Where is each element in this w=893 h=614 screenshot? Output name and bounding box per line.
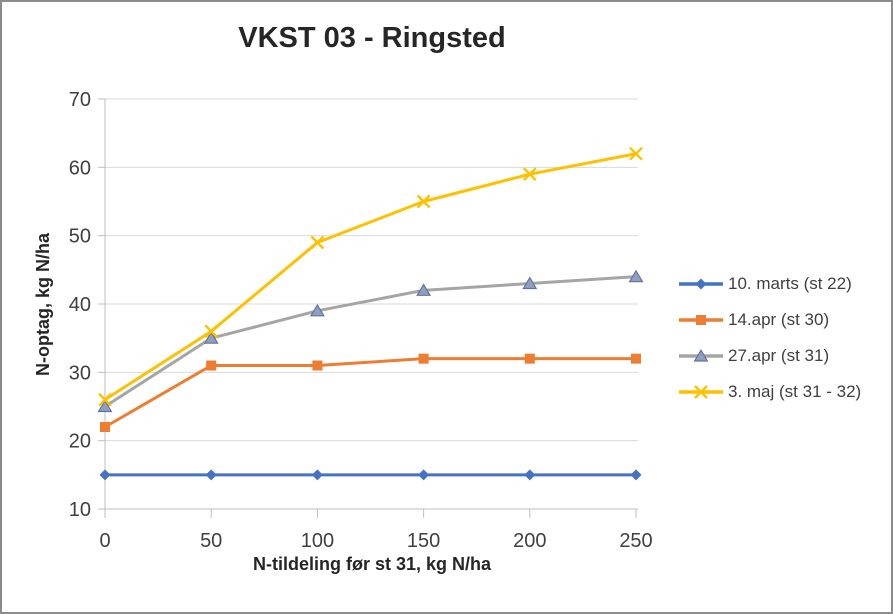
x-tick-label: 0 (99, 530, 110, 552)
x-tick-label: 200 (513, 530, 546, 552)
data-point-marker (630, 469, 642, 481)
data-point-marker (98, 392, 112, 407)
x-tick-label: 150 (407, 530, 440, 552)
x-tick-label: 100 (301, 530, 334, 552)
legend-item: 3. maj (st 31 - 32) (678, 381, 861, 403)
data-point-marker (100, 422, 110, 432)
chart-title: VKST 03 - Ringsted (238, 22, 506, 54)
data-point-marker (310, 235, 325, 250)
y-tick-label: 40 (69, 294, 91, 316)
data-point-marker (204, 324, 219, 339)
legend-swatch-series-2 (679, 315, 723, 325)
data-point-marker (695, 278, 707, 290)
data-point-marker (205, 469, 217, 481)
legend-item: 27.apr (st 31) (678, 345, 861, 367)
legend-label: 10. marts (st 22) (728, 274, 852, 293)
y-tick-label: 70 (69, 89, 91, 111)
y-tick-label: 30 (69, 362, 91, 384)
x-tick-label: 50 (200, 530, 222, 552)
data-point-marker (97, 399, 113, 413)
data-point-marker (311, 469, 323, 481)
y-tick-label: 60 (69, 157, 91, 179)
y-axis-title: N-optag, kg N/ha (32, 232, 53, 376)
legend-item: 14.apr (st 30) (678, 309, 861, 331)
x-tick-label: 250 (619, 530, 652, 552)
x-axis-title: N-tildeling før st 31, kg N/ha (252, 554, 492, 574)
data-point-marker (416, 194, 431, 209)
series-line-3 (103, 275, 638, 408)
legend-label: 3. maj (st 31 - 32) (728, 382, 862, 401)
y-tick-label: 20 (69, 431, 91, 453)
legend-swatch-series-1 (679, 278, 723, 290)
data-point-marker (203, 331, 219, 344)
legend-label: 14.apr (st 30) (728, 310, 830, 329)
legend-swatch-series-4 (679, 385, 723, 399)
data-point-marker (693, 349, 709, 362)
data-point-marker (522, 276, 538, 290)
legend: 10. marts (st 22) 14.apr (st 30) 27.apr … (678, 273, 861, 403)
data-point-marker (418, 469, 430, 481)
data-point-marker (694, 385, 708, 399)
y-axis-title-wrap: N-optag, kg N/ha (26, 99, 60, 509)
data-point-marker (629, 146, 643, 161)
legend-swatch-series-3 (679, 349, 723, 362)
series-line-4 (103, 152, 638, 402)
data-point-marker (206, 360, 217, 371)
data-point-marker (628, 269, 644, 283)
series-line-2 (103, 357, 638, 429)
data-point-marker (418, 353, 429, 364)
data-point-marker (416, 283, 432, 296)
legend-label: 27.apr (st 31) (728, 346, 830, 365)
data-point-marker (309, 303, 325, 317)
data-point-marker (631, 353, 641, 364)
data-point-marker (524, 469, 536, 481)
legend-item: 10. marts (st 22) (678, 273, 861, 295)
data-point-marker (522, 167, 537, 182)
data-point-marker (696, 315, 706, 325)
data-point-marker (312, 360, 323, 371)
data-point-marker (524, 353, 535, 364)
y-tick-label: 10 (69, 499, 91, 521)
data-point-marker (99, 469, 111, 481)
y-tick-label: 50 (69, 226, 91, 248)
